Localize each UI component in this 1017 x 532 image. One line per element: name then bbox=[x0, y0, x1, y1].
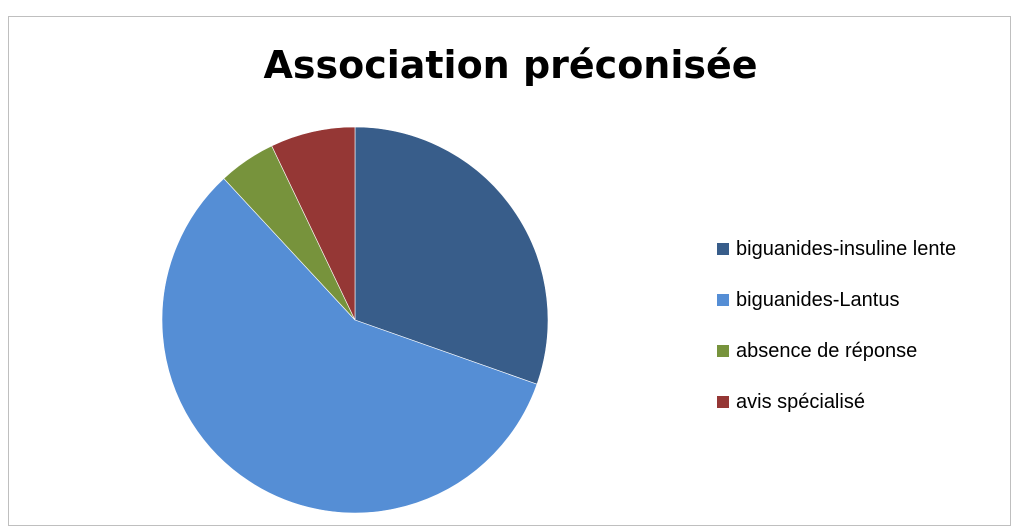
pie-chart bbox=[161, 126, 549, 514]
legend-label: absence de réponse bbox=[736, 339, 918, 362]
legend-item: biguanides-Lantus bbox=[717, 286, 956, 314]
legend-swatch bbox=[717, 243, 729, 255]
legend-label: avis spécialisé bbox=[736, 390, 865, 413]
legend-swatch bbox=[717, 294, 729, 306]
legend-item: biguanides-insuline lente bbox=[717, 235, 956, 263]
legend-swatch bbox=[717, 345, 729, 357]
chart-title: Association préconisée bbox=[263, 43, 758, 87]
pie-slice-biguanides-lantus bbox=[161, 178, 538, 514]
pie-slice-avis-specialise bbox=[271, 126, 356, 321]
legend-label: biguanides-insuline lente bbox=[736, 237, 957, 260]
legend-item: avis spécialisé bbox=[717, 388, 956, 416]
legend-item: absence de réponse bbox=[717, 337, 956, 365]
chart-legend: biguanides-insuline lente biguanides-Lant… bbox=[717, 235, 956, 439]
legend-swatch bbox=[717, 396, 729, 408]
chart-area: Association préconisée biguanides-insuli… bbox=[8, 16, 1011, 526]
legend-label: biguanides-Lantus bbox=[736, 288, 900, 311]
pie-slice-biguanides-insuline-lente bbox=[354, 126, 549, 385]
